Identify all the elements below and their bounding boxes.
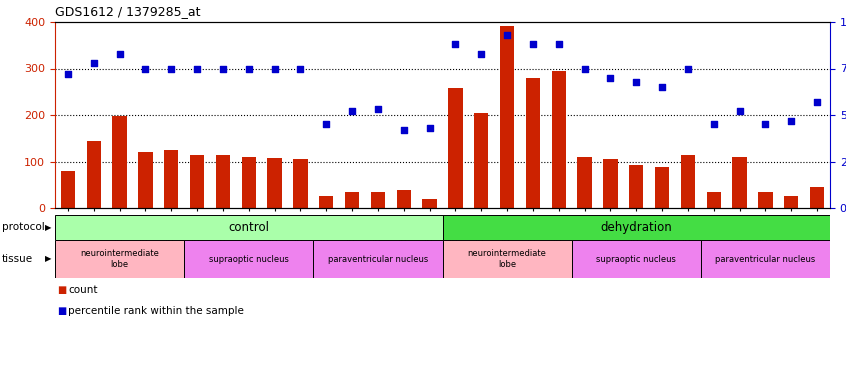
Point bbox=[448, 41, 462, 47]
Point bbox=[345, 108, 359, 114]
Text: dehydration: dehydration bbox=[601, 221, 672, 234]
Point bbox=[604, 75, 618, 81]
Point bbox=[629, 78, 643, 84]
Point bbox=[139, 66, 152, 72]
Text: tissue: tissue bbox=[2, 254, 33, 264]
Bar bbox=[526, 78, 540, 208]
Point bbox=[87, 60, 101, 66]
Bar bbox=[448, 88, 463, 208]
Point bbox=[733, 108, 746, 114]
Point bbox=[656, 84, 669, 90]
Bar bbox=[474, 112, 488, 208]
Bar bbox=[397, 190, 411, 208]
Text: neurointermediate
lobe: neurointermediate lobe bbox=[80, 249, 159, 269]
Bar bbox=[422, 199, 437, 208]
Point bbox=[810, 99, 824, 105]
Text: supraoptic nucleus: supraoptic nucleus bbox=[209, 255, 288, 264]
Bar bbox=[113, 116, 127, 208]
Bar bbox=[810, 187, 824, 208]
Point bbox=[423, 125, 437, 131]
Bar bbox=[313, 240, 442, 278]
Text: percentile rank within the sample: percentile rank within the sample bbox=[68, 306, 244, 316]
Point bbox=[578, 66, 591, 72]
Point bbox=[784, 118, 798, 124]
Bar bbox=[603, 159, 618, 208]
Bar bbox=[706, 192, 721, 208]
Bar bbox=[442, 240, 572, 278]
Point bbox=[320, 121, 333, 127]
Text: control: control bbox=[228, 221, 269, 234]
Text: ■: ■ bbox=[57, 285, 66, 295]
Bar bbox=[700, 240, 830, 278]
Text: ▶: ▶ bbox=[45, 255, 51, 264]
Bar bbox=[55, 215, 442, 240]
Text: ■: ■ bbox=[57, 306, 66, 316]
Point bbox=[113, 51, 126, 57]
Point bbox=[61, 71, 74, 77]
Bar bbox=[572, 240, 700, 278]
Text: paraventricular nucleus: paraventricular nucleus bbox=[715, 255, 816, 264]
Bar bbox=[86, 141, 101, 208]
Text: ▶: ▶ bbox=[45, 223, 51, 232]
Text: neurointermediate
lobe: neurointermediate lobe bbox=[468, 249, 547, 269]
Point bbox=[164, 66, 178, 72]
Bar bbox=[138, 152, 152, 208]
Bar bbox=[190, 154, 204, 208]
Bar bbox=[242, 157, 255, 208]
Point bbox=[190, 66, 204, 72]
Point bbox=[526, 41, 540, 47]
Bar bbox=[681, 154, 695, 208]
Text: GDS1612 / 1379285_at: GDS1612 / 1379285_at bbox=[55, 5, 201, 18]
Bar bbox=[55, 240, 184, 278]
Bar bbox=[371, 192, 385, 208]
Bar bbox=[61, 171, 75, 208]
Bar bbox=[500, 26, 514, 208]
Text: count: count bbox=[68, 285, 97, 295]
Point bbox=[681, 66, 695, 72]
Point bbox=[707, 121, 721, 127]
Bar bbox=[784, 196, 799, 208]
Point bbox=[371, 106, 385, 112]
Bar bbox=[319, 196, 333, 208]
Point bbox=[397, 127, 410, 133]
Point bbox=[242, 66, 255, 72]
Bar bbox=[733, 157, 747, 208]
Bar bbox=[552, 71, 566, 208]
Bar bbox=[629, 165, 643, 208]
Point bbox=[268, 66, 282, 72]
Text: paraventricular nucleus: paraventricular nucleus bbox=[327, 255, 428, 264]
Bar bbox=[164, 150, 179, 208]
Bar bbox=[578, 157, 591, 208]
Text: protocol: protocol bbox=[2, 222, 45, 232]
Point bbox=[475, 51, 488, 57]
Point bbox=[552, 41, 565, 47]
Bar bbox=[294, 159, 307, 208]
Bar bbox=[267, 158, 282, 208]
Text: supraoptic nucleus: supraoptic nucleus bbox=[596, 255, 676, 264]
Point bbox=[216, 66, 229, 72]
Point bbox=[294, 66, 307, 72]
Bar bbox=[345, 192, 360, 208]
Bar bbox=[216, 154, 230, 208]
Bar bbox=[184, 240, 313, 278]
Point bbox=[500, 32, 514, 38]
Bar bbox=[655, 167, 669, 208]
Bar bbox=[442, 215, 830, 240]
Point bbox=[759, 121, 772, 127]
Bar bbox=[758, 192, 772, 208]
